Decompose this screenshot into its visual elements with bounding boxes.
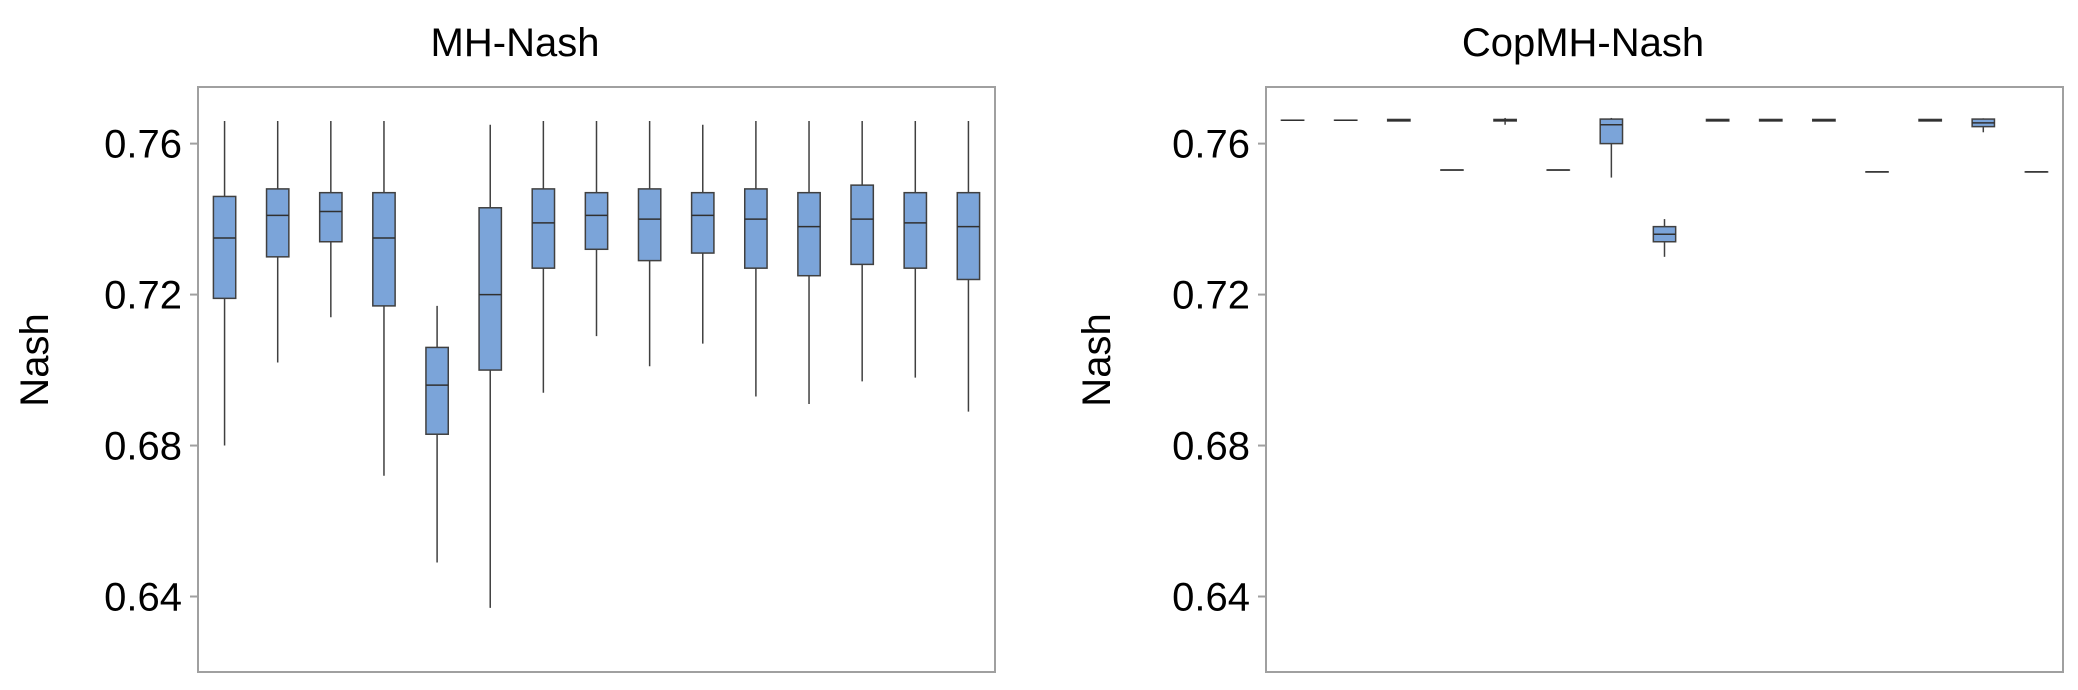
y-tick-label: 0.76 [1172,123,1250,167]
plot-frame [197,86,996,673]
y-tick-label: 0.64 [104,576,182,620]
box-2 [265,120,290,363]
y-axis-ticks: 0.64 0.68 0.72 0.76 [104,123,198,620]
iqr-box [372,191,396,307]
box-3 [318,120,343,318]
box-5 [1493,117,1518,125]
box-9 [1705,118,1730,122]
iqr-box [318,191,343,243]
iqr-box [637,188,662,262]
iqr-box [956,191,981,281]
y-tick-label: 0.64 [1172,576,1250,620]
box-10 [1758,118,1783,122]
box-7 [1599,117,1624,178]
iqr-box [478,207,503,371]
y-tick-label: 0.68 [1172,425,1250,469]
chart-title: MH-Nash [431,21,600,65]
iqr-box [425,346,450,435]
iqr-box [531,188,556,269]
box-12 [797,120,821,405]
iqr-box [850,184,875,266]
panel-mh-nash: MH-Nash Nash 0.64 0.68 0.72 0.76 [13,21,996,673]
y-tick-label: 0.72 [1172,274,1250,318]
box-8 [584,120,609,337]
box-4 [372,120,396,476]
y-axis-label: Nash [13,313,57,406]
box-8 [1652,219,1677,257]
box-13 [850,120,875,382]
iqr-box [584,191,609,251]
iqr-box [212,195,237,300]
chart-title: CopMH-Nash [1462,21,1704,65]
box-3 [1386,118,1411,122]
box-6 [478,124,503,608]
box-1 [212,120,237,446]
box-11 [1811,118,1836,122]
box-14 [1971,118,1996,133]
box-10 [690,124,715,344]
box-13 [1918,118,1943,122]
panel-copmh-nash: CopMH-Nash Nash 0.64 0.68 0.72 0.76 [1075,21,2064,673]
box-5 [425,305,450,563]
iqr-box [1599,118,1624,145]
iqr-box [743,188,768,269]
y-tick-label: 0.76 [104,123,182,167]
iqr-box [690,191,715,254]
iqr-box [265,188,290,258]
y-tick-label: 0.68 [104,425,182,469]
plot-frame [1265,86,2064,673]
y-axis-label: Nash [1075,313,1119,406]
iqr-box [903,191,928,269]
y-axis-ticks: 0.64 0.68 0.72 0.76 [1172,123,1266,620]
box-9 [637,120,662,367]
box-series [1280,117,2049,257]
box-15 [956,120,981,412]
box-14 [903,120,928,378]
iqr-box [797,191,821,277]
box-7 [531,120,556,393]
box-11 [743,120,768,397]
box-series [212,120,981,608]
y-tick-label: 0.72 [104,274,182,318]
